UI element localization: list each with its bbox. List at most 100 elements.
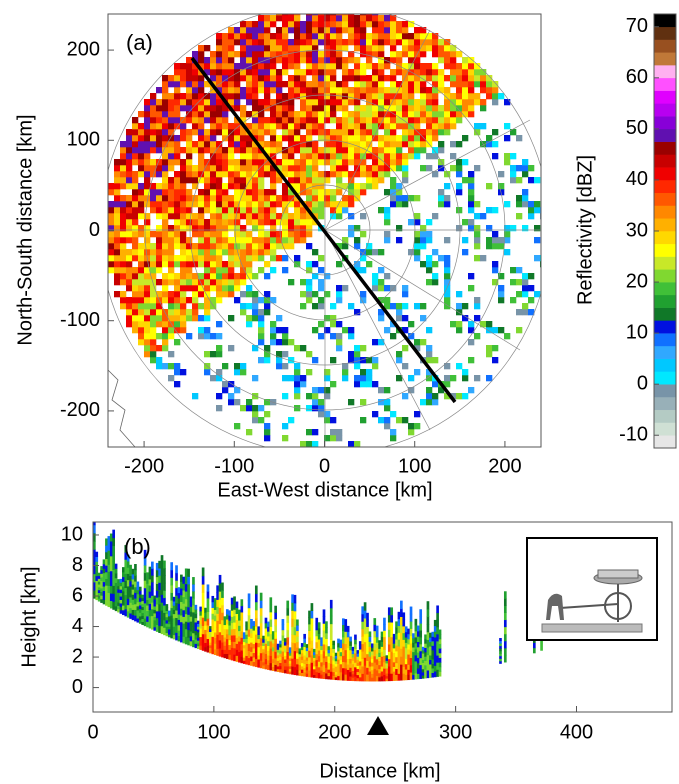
echo [245,660,248,665]
echo [426,351,432,357]
echo [264,207,270,213]
echo [384,63,390,69]
echo [272,667,275,671]
echo [252,405,258,411]
echo [504,648,507,656]
echo [360,117,366,123]
echo [114,243,120,249]
echo [330,153,336,159]
echo [390,607,393,615]
echo [233,609,236,616]
echo [234,195,240,201]
echo [336,129,342,135]
echo [279,663,282,667]
echo [166,620,169,624]
echo [120,249,126,255]
echo [300,213,306,219]
echo [288,225,294,231]
echo [354,141,360,147]
echo [330,93,336,99]
echo [300,87,306,93]
echo [282,207,288,213]
echo [431,632,434,637]
echo [216,599,219,606]
echo [253,630,256,635]
echo [222,159,228,165]
echo [162,321,168,327]
echo [439,657,442,662]
echo [246,207,252,213]
echo [210,129,216,135]
echo [364,626,367,634]
echo [105,572,108,579]
echo [174,135,180,141]
echo [432,381,438,387]
echo [510,171,516,177]
echo [294,33,300,39]
echo [318,99,324,105]
echo [114,255,120,261]
echo [284,649,287,653]
echo [381,666,384,671]
echo [192,393,198,399]
echo [204,219,210,225]
echo [180,303,186,309]
echo [312,147,318,153]
echo [486,375,492,381]
echo [115,582,118,587]
echo [182,577,185,584]
echo [359,665,362,669]
echo [277,644,280,647]
echo [192,87,198,93]
echo [132,569,135,575]
echo [318,189,324,195]
echo [431,636,434,641]
echo [156,147,162,153]
echo [378,75,384,81]
echo [156,261,162,267]
echo [114,201,120,207]
echo [276,57,282,63]
echo [168,273,174,279]
echo [436,648,439,656]
echo [301,666,304,670]
echo [298,648,301,651]
echo [228,63,234,69]
echo [373,675,376,682]
echo [315,642,318,648]
echo [450,45,456,51]
echo [323,658,326,665]
echo [233,603,236,610]
echo [186,105,192,111]
echo [336,15,342,21]
echo [354,183,360,189]
echo [264,309,270,315]
echo [126,147,132,153]
echo [156,213,162,219]
echo [274,619,277,626]
echo [146,605,149,611]
echo [175,595,178,603]
echo [257,643,260,648]
echo [366,640,369,647]
echo [336,429,342,435]
echo [468,207,474,213]
echo [174,141,180,147]
echo [173,605,176,610]
echo [390,195,396,201]
echo [138,129,144,135]
echo [170,592,173,600]
echo [170,623,173,631]
echo [286,615,289,623]
echo [323,623,326,630]
echo [267,660,270,665]
echo [222,279,228,285]
echo [180,99,186,105]
echo [366,117,372,123]
echo [534,207,540,213]
echo [456,291,462,297]
echo [408,45,414,51]
echo [255,618,258,627]
echo [110,534,113,542]
echo [330,357,336,363]
